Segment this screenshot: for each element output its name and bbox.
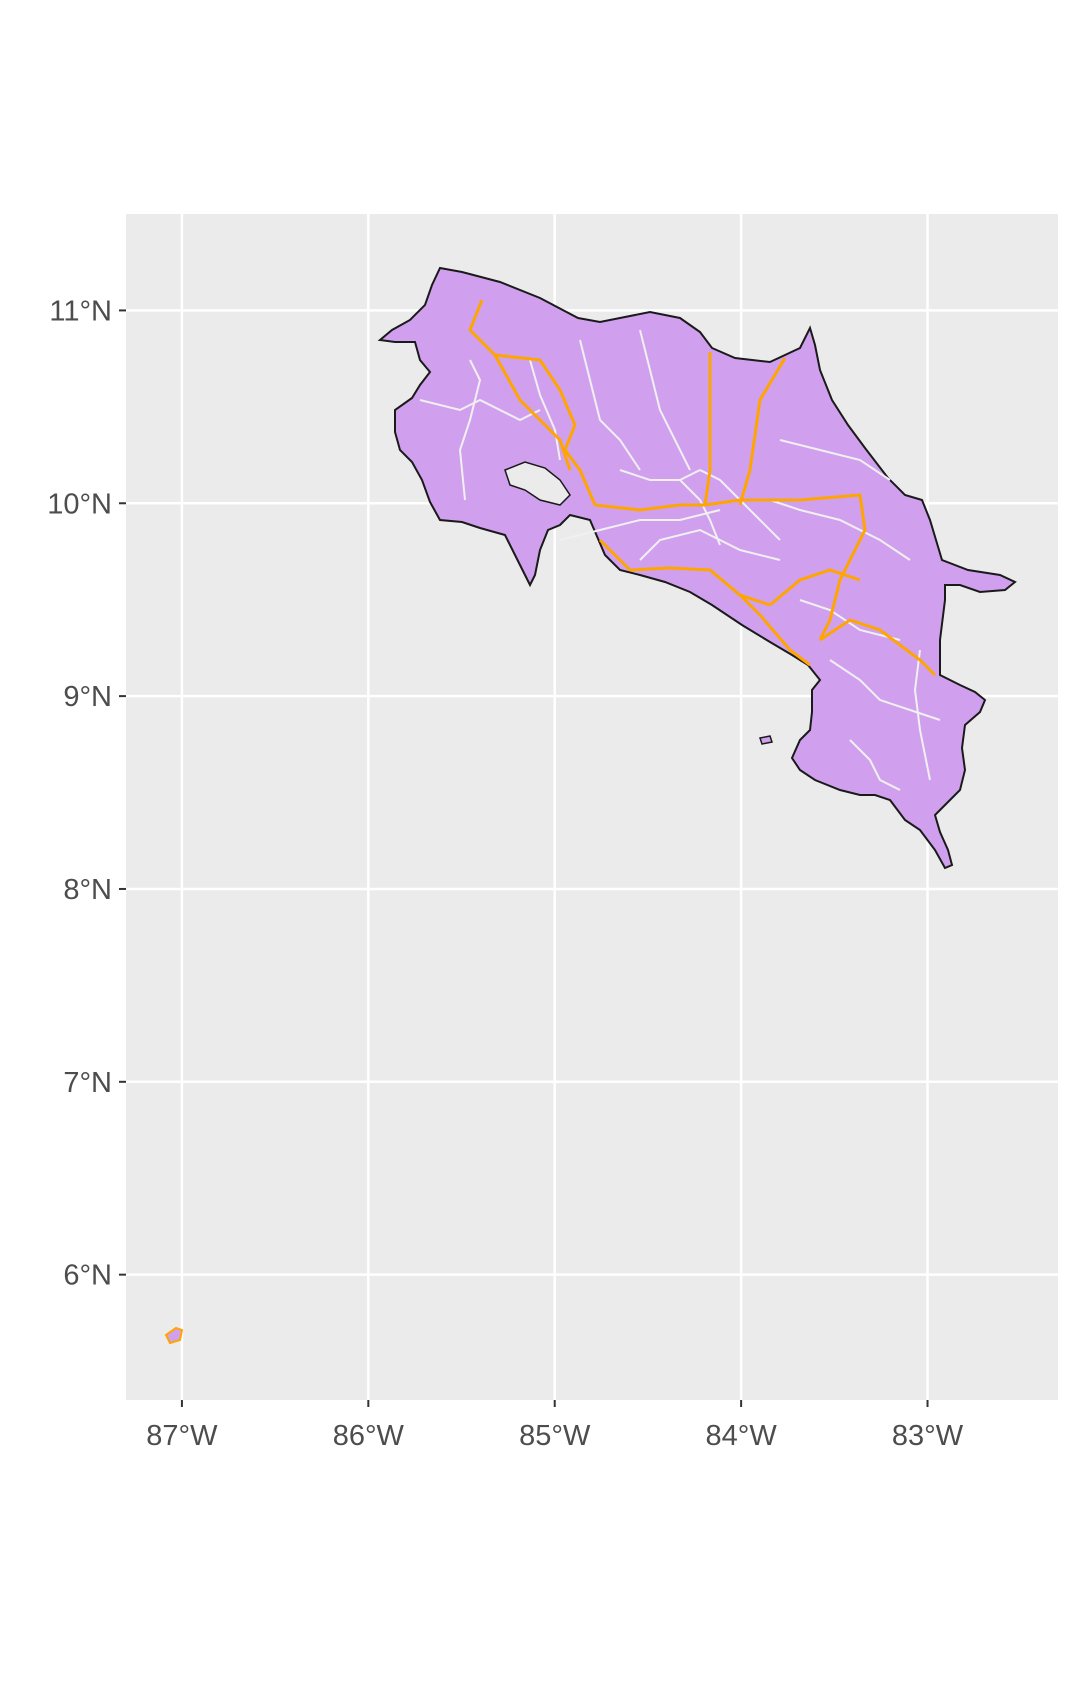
y-tick-label: 11°N [49,295,112,327]
axis-labels: 87°W 86°W 85°W 84°W 83°W 11°N 10°N 9°N 8°N 7°N 6°N [47,295,964,1452]
y-tick-label: 6°N [63,1260,112,1292]
x-tick-label: 84°W [706,1420,778,1452]
cano-island [759,735,773,745]
province-borders [468,299,937,677]
nicoya-gulf-water [504,461,571,506]
x-tick-label: 85°W [519,1420,591,1452]
axis-ticks [119,309,929,1407]
x-tick-label: 86°W [333,1420,405,1452]
x-tick-label: 87°W [146,1420,218,1452]
y-tick-label: 10°N [47,488,112,520]
y-tick-label: 7°N [63,1067,112,1099]
y-tick-label: 9°N [63,681,112,713]
x-tick-label: 83°W [892,1420,964,1452]
y-tick-label: 8°N [63,874,112,906]
cocos-island [164,1326,184,1345]
